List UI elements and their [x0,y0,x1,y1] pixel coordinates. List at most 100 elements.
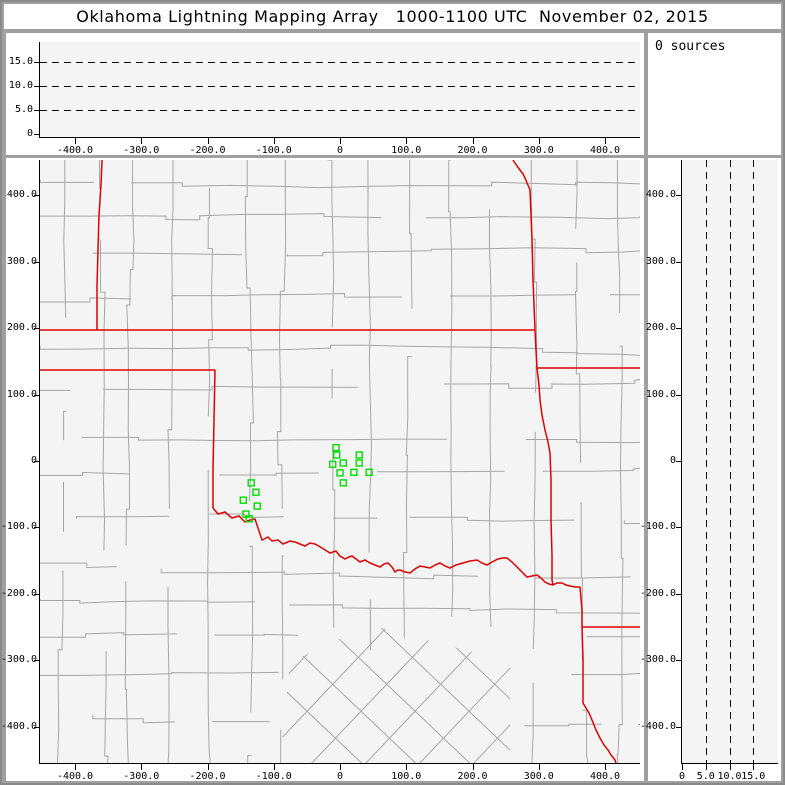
state-border-texas-oklahoma-100W [212,369,216,508]
county-line [207,188,213,763]
station-marker [365,468,373,476]
title-bar: Oklahoma Lightning Mapping Array 1000-11… [4,4,781,29]
x-tick-label: 400.0 [589,145,621,156]
county-line [290,625,482,763]
county-line [402,160,413,639]
county-line [452,625,510,763]
y-tick-label: -300.0 [639,654,676,666]
station-marker [247,479,255,487]
x-tick-label: -200.0 [189,145,226,156]
station-marker [350,468,358,476]
state-border-colorado-kansas-meridian [96,160,103,330]
y-tick-mark [34,461,40,462]
y-tick-label: 0 [669,455,676,466]
county-line [167,160,174,763]
county-line [40,179,640,189]
station-marker [245,515,253,523]
x-tick-label: -300.0 [123,771,160,782]
x-axis-line [39,137,640,138]
county-lines [40,160,640,763]
x-tick-label: 200.0 [457,771,488,782]
x-tick-label: 0 [678,771,686,782]
county-line [40,467,640,476]
county-line [297,625,499,763]
y-tick-mark [34,593,40,595]
station-marker [332,444,340,452]
county-line [124,160,135,763]
altitude-gridline [40,62,640,63]
x-tick-mark [538,764,540,770]
x-tick-label: 0 [336,145,344,156]
x-tick-mark [207,138,209,144]
county-line [280,625,445,763]
y-tick-label: -100.0 [0,521,37,533]
county-line [459,625,510,763]
y-tick-mark [34,110,40,111]
y-tick-label: -200.0 [0,587,37,599]
y-tick-mark [34,660,40,662]
state-border-texas-louisiana-wiggle [582,702,617,763]
y-tick-mark [676,394,682,396]
y-tick-mark [676,461,682,462]
county-line [351,625,510,763]
source-count-box: 0 sources [648,33,781,155]
x-tick-mark [472,138,474,144]
tilted-county-lines [280,600,640,763]
y-tick-mark [676,593,682,595]
x-tick-mark [406,764,408,770]
plan-view-map-plot-area[interactable] [40,160,640,763]
x-tick-label: 300.0 [523,771,554,782]
county-line [99,160,109,763]
y-tick-label: 0 [30,455,37,466]
x-tick-label: 0 [336,771,344,782]
y-tick-label: 15.0 [8,56,33,67]
x-tick-label: -100.0 [255,771,292,782]
y-tick-label: 0 [26,128,33,139]
x-tick-label: -400.0 [56,145,94,156]
x-tick-mark [141,138,143,144]
x-axis-line [681,763,778,764]
y-tick-label: 200.0 [645,322,676,334]
y-tick-label: 300.0 [6,255,37,267]
county-line [40,378,640,391]
station-marker [253,502,261,510]
county-line [280,625,374,763]
y-tick-mark [676,660,682,662]
plan-view-map-panel: 400.0 300.0 200.0 100.0 0 -100.0 -200.0 -300.0 -… [1,158,644,782]
x-tick-mark [705,764,707,770]
altitude-gridline [40,110,640,111]
county-line [574,160,589,763]
x-tick-label: -100.0 [255,145,292,156]
y-tick-mark [676,261,682,263]
y-tick-mark [34,195,40,197]
y-tick-label: 100.0 [6,388,37,400]
county-line [244,160,254,763]
y-tick-mark [676,328,682,330]
county-line [568,600,640,763]
county-line [40,671,640,676]
y-tick-mark [34,86,40,87]
x-tick-label: 100.0 [391,771,422,782]
altitude-gridline [705,160,707,763]
x-tick-mark [340,764,341,770]
y-tick-label: -400.0 [0,720,37,732]
county-line [327,160,336,628]
x-tick-mark [406,138,408,144]
county-line [344,625,510,763]
county-line [40,632,640,638]
station-marker [333,451,341,459]
y-tick-label: -300.0 [0,654,37,666]
x-tick-mark [472,764,474,770]
x-tick-label: 200.0 [457,145,488,156]
y-tick-mark [34,62,40,63]
y-tick-label: -200.0 [639,587,676,599]
county-line [75,513,640,525]
y-tick-mark [676,527,682,529]
x-tick-label: -300.0 [123,145,160,156]
county-line [616,160,624,763]
x-tick-mark [207,764,209,770]
altitude-ew-plot-area[interactable] [40,42,640,137]
y-tick-label: -100.0 [639,521,676,533]
altitude-ew-panel: 15.0 10.0 5.0 0 -400.0 -300.0 -200.0 -100.0 0 100… [6,33,644,156]
y-tick-mark [676,726,682,728]
